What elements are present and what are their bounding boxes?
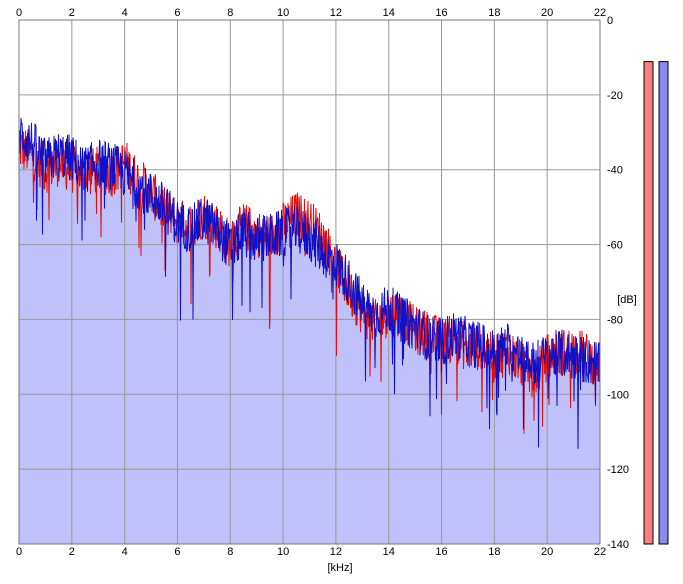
x-tick-label-bottom-8: 8 <box>227 546 233 558</box>
x-tick-label-top-22: 22 <box>594 7 606 19</box>
y-tick-label--40: -40 <box>607 165 623 177</box>
level-meter-red <box>643 61 654 545</box>
x-tick-label-bottom-6: 6 <box>174 546 180 558</box>
x-tick-label-bottom-22: 22 <box>594 546 606 558</box>
y-tick-label--20: -20 <box>607 90 623 102</box>
y-axis-label: [dB] <box>617 294 637 306</box>
y-tick-label--100: -100 <box>607 389 629 401</box>
y-tick-label-0: 0 <box>607 15 613 27</box>
series-blue-line <box>18 118 601 449</box>
x-tick-label-top-10: 10 <box>277 7 289 19</box>
y-tick-label--120: -120 <box>607 464 629 476</box>
x-tick-label-top-14: 14 <box>383 7 395 19</box>
x-tick-label-bottom-16: 16 <box>435 546 447 558</box>
x-tick-label-bottom-0: 0 <box>16 546 22 558</box>
x-tick-label-bottom-10: 10 <box>277 546 289 558</box>
x-tick-label-bottom-4: 4 <box>122 546 128 558</box>
x-tick-label-top-12: 12 <box>330 7 342 19</box>
x-tick-label-top-20: 20 <box>541 7 553 19</box>
y-tick-label--140: -140 <box>607 539 629 551</box>
x-tick-label-top-16: 16 <box>435 7 447 19</box>
x-tick-label-top-0: 0 <box>16 7 22 19</box>
x-tick-label-top-2: 2 <box>69 7 75 19</box>
x-tick-label-top-8: 8 <box>227 7 233 19</box>
y-tick-label--80: -80 <box>607 314 623 326</box>
y-tick-label--60: -60 <box>607 240 623 252</box>
x-tick-label-bottom-18: 18 <box>488 546 500 558</box>
x-axis-label: [kHz] <box>327 562 352 574</box>
x-tick-label-bottom-14: 14 <box>383 546 395 558</box>
x-tick-label-bottom-20: 20 <box>541 546 553 558</box>
level-meter-blue <box>658 61 669 545</box>
x-tick-label-top-4: 4 <box>122 7 128 19</box>
x-tick-label-bottom-2: 2 <box>69 546 75 558</box>
x-tick-label-top-18: 18 <box>488 7 500 19</box>
x-tick-label-top-6: 6 <box>174 7 180 19</box>
x-tick-label-bottom-12: 12 <box>330 546 342 558</box>
plot-frame <box>18 19 601 545</box>
